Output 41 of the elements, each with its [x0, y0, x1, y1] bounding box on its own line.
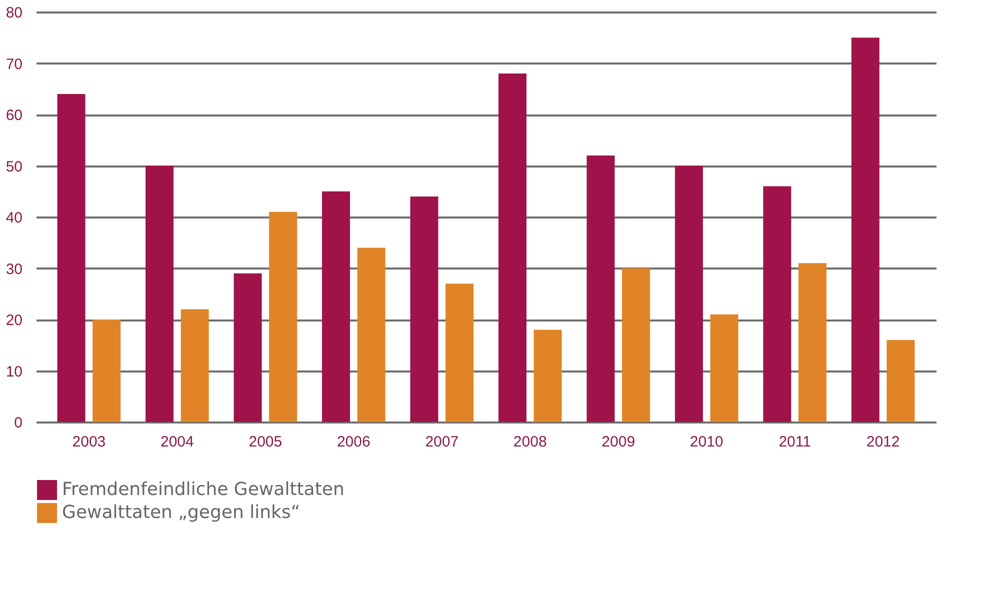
y-tick-label: 20 [6, 312, 22, 329]
x-tick-label: 2005 [248, 434, 282, 450]
y-tick-label: 80 [6, 4, 22, 22]
bar [357, 248, 386, 422]
legend-label: Fremdenfeindliche Gewalttaten [62, 479, 344, 500]
bar [674, 166, 703, 422]
bar [710, 314, 738, 422]
y-tick-label: 50 [6, 158, 22, 176]
bar [146, 166, 174, 422]
y-tick-label: 0 [14, 414, 22, 432]
x-tick-label: 2006 [336, 434, 370, 450]
bar [410, 196, 438, 422]
y-tick-label: 60 [6, 107, 22, 124]
x-tick-label: 2009 [602, 434, 636, 450]
y-tick-label: 70 [6, 56, 22, 73]
bar [322, 191, 350, 422]
x-tick-label: 2004 [160, 434, 194, 450]
bar [534, 330, 562, 422]
bar [180, 309, 209, 422]
x-tick-label: 2003 [72, 434, 106, 450]
x-tick-label: 2010 [690, 434, 724, 450]
bar [269, 212, 298, 422]
y-tick-label: 10 [6, 363, 22, 380]
bar [498, 74, 526, 422]
y-tick-label: 40 [6, 210, 22, 226]
bar [798, 263, 826, 422]
legend-label: Gewalttaten „gegen links“ [62, 502, 300, 523]
x-tick-label: 2007 [425, 434, 459, 450]
y-tick-label: 30 [6, 260, 22, 278]
bar [234, 273, 262, 422]
x-tick-label: 2008 [513, 434, 547, 450]
bar [586, 156, 615, 422]
x-tick-label: 2011 [778, 434, 811, 450]
bar [763, 186, 792, 422]
x-tick-label: 2012 [866, 434, 900, 450]
bar [851, 38, 880, 422]
bar [57, 94, 86, 422]
bar [622, 268, 650, 422]
bar [92, 320, 121, 422]
bar [446, 284, 474, 422]
bar [886, 340, 915, 422]
